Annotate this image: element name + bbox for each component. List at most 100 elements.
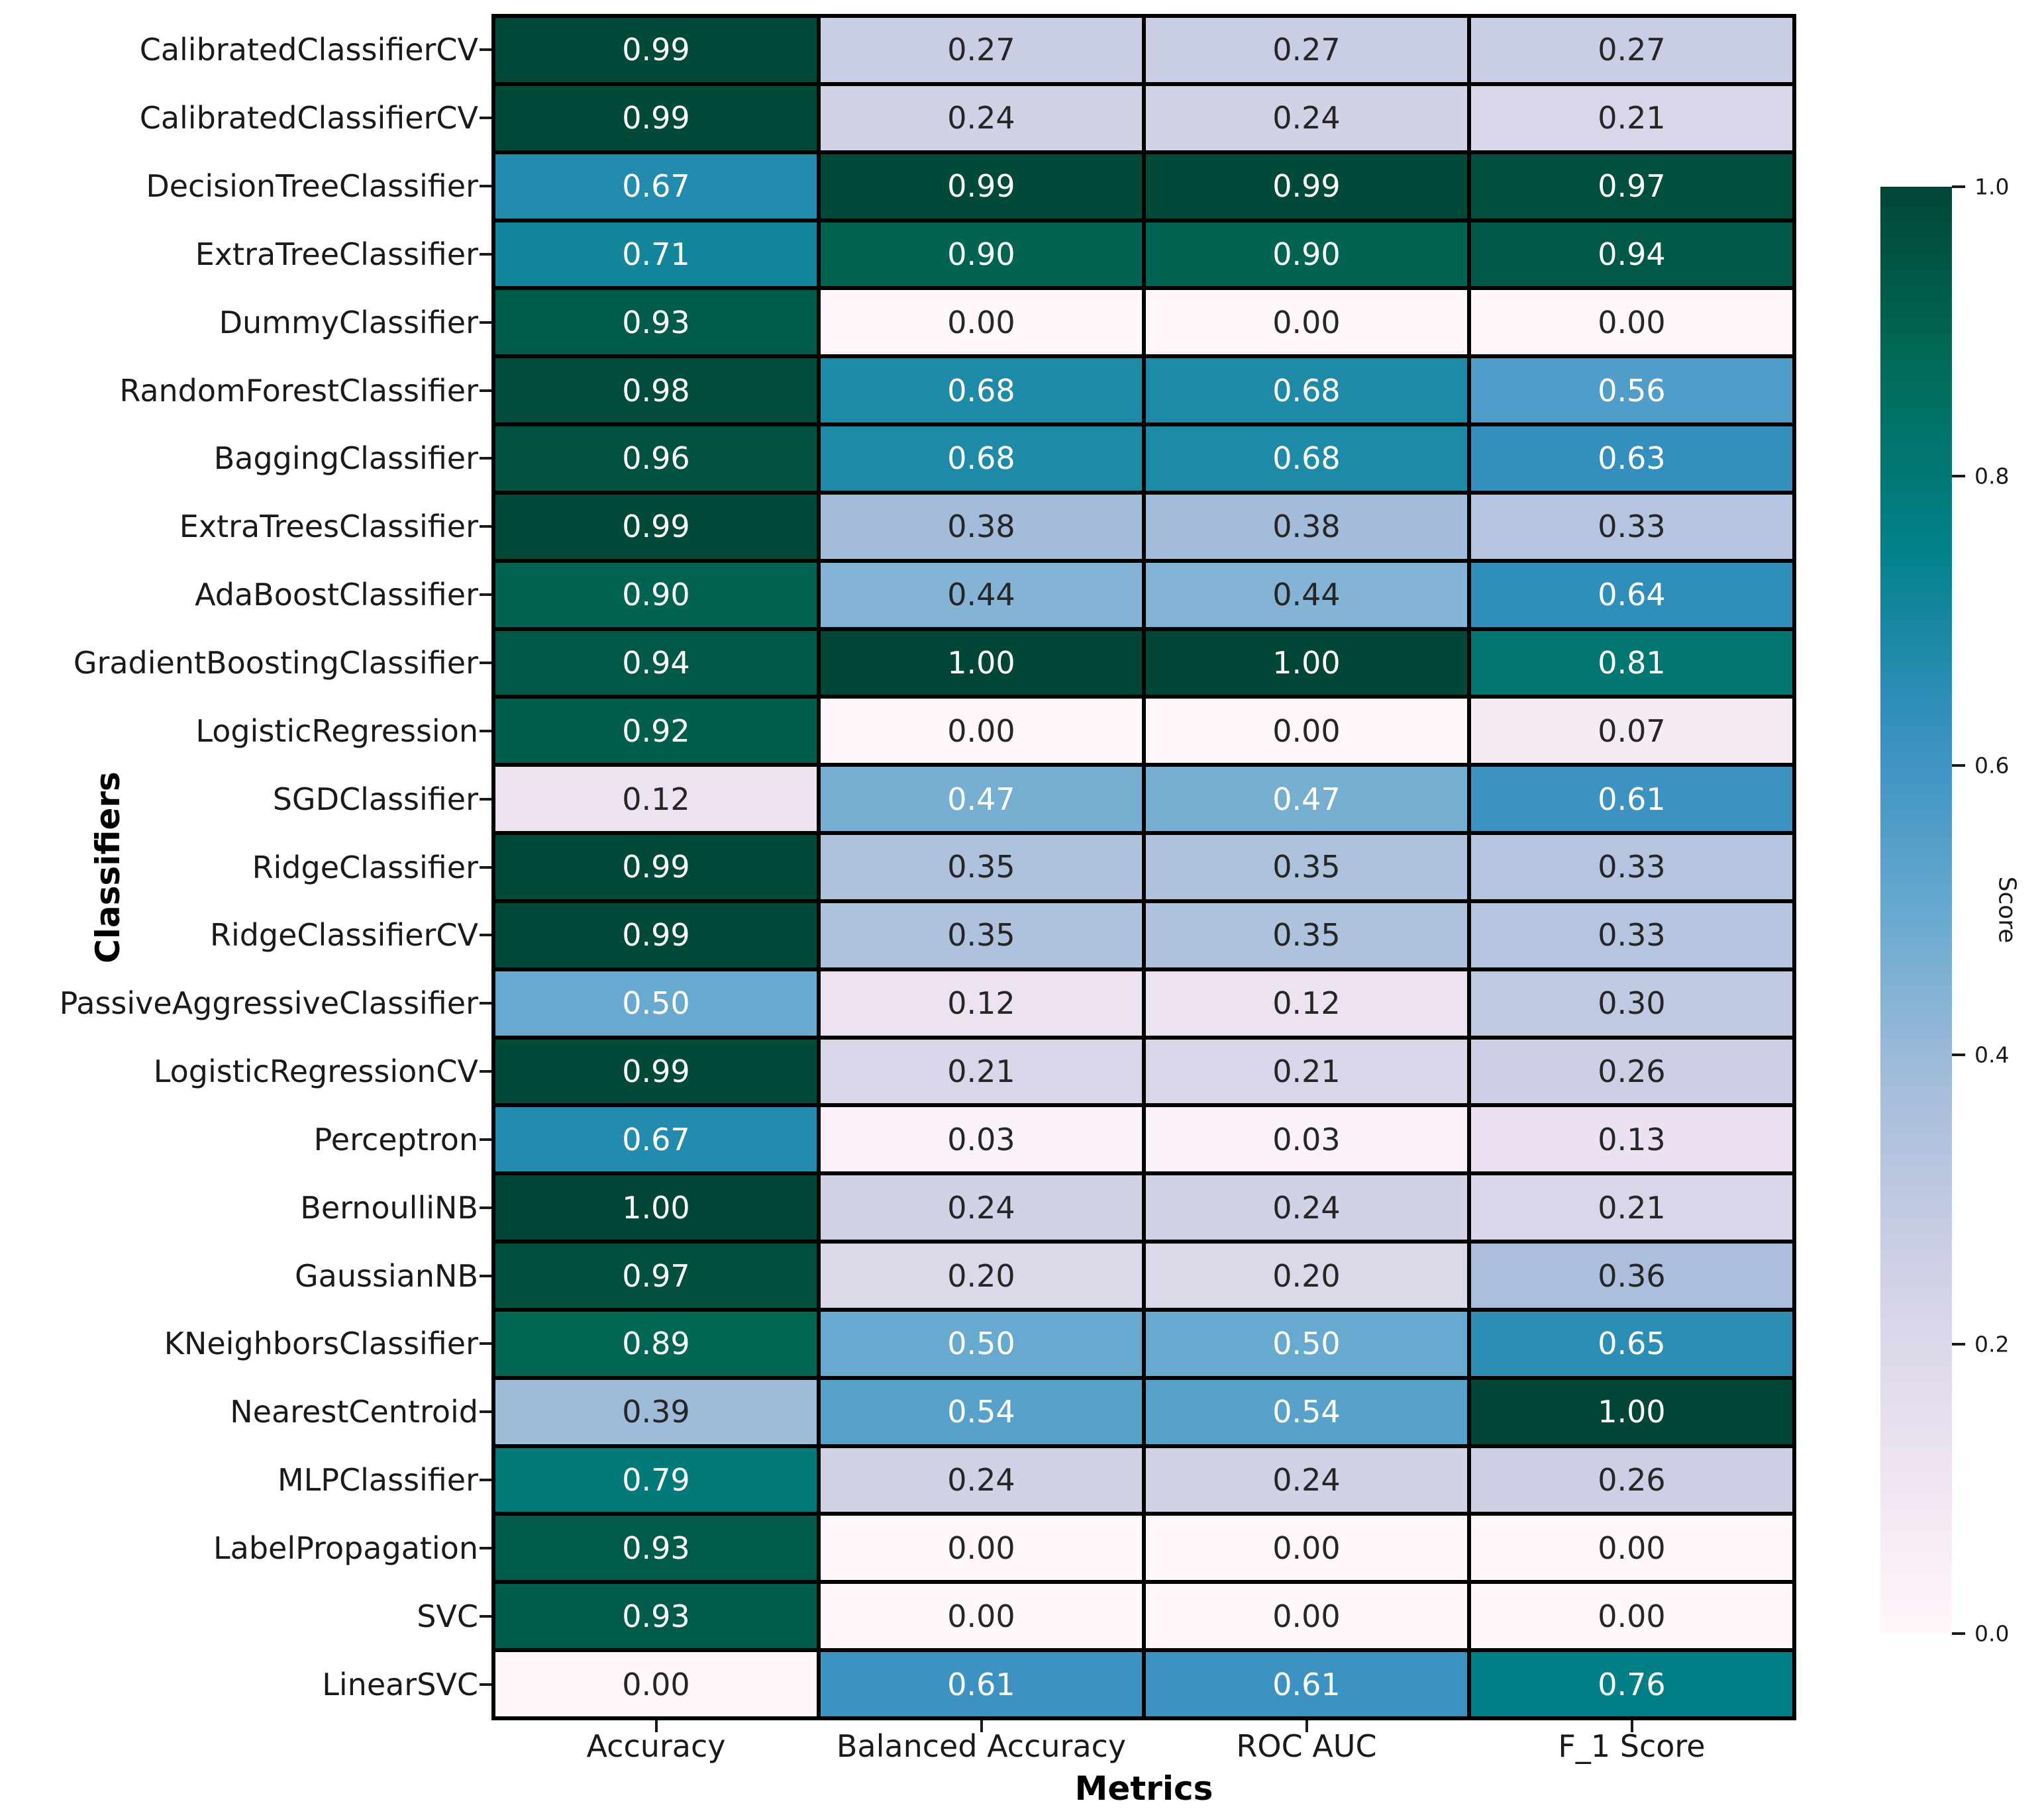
heatmap-cell: 0.68 <box>821 426 1142 491</box>
heatmap-cell: 0.12 <box>495 767 817 832</box>
heatmap-cell: 0.98 <box>495 358 817 423</box>
heatmap-cell: 0.21 <box>821 1039 1142 1104</box>
heatmap-cell: 0.94 <box>1471 222 1792 287</box>
tick-mark <box>1630 1720 1633 1732</box>
heatmap-cell: 0.71 <box>495 222 817 287</box>
colorbar-tick-label: 0.4 <box>1974 1042 2010 1068</box>
heatmap-cell: 0.00 <box>1146 290 1467 355</box>
heatmap-cell: 1.00 <box>1146 630 1467 695</box>
heatmap-cell: 0.99 <box>495 1039 817 1104</box>
colorbar-tick-mark <box>1952 1054 1965 1056</box>
y-tick-label: GradientBoostingClassifier <box>73 644 478 681</box>
heatmap-cell: 0.56 <box>1471 358 1792 423</box>
heatmap-cell: 0.97 <box>1471 154 1792 219</box>
heatmap-cell: 0.00 <box>1146 1516 1467 1581</box>
tick-mark <box>480 320 491 324</box>
tick-mark <box>654 1720 658 1732</box>
y-tick-label: LinearSVC <box>322 1666 478 1702</box>
colorbar-tick-label: 0.0 <box>1974 1620 2010 1647</box>
tick-mark <box>480 797 491 801</box>
heatmap-cell: 0.79 <box>495 1447 817 1512</box>
heatmap-cell: 0.89 <box>495 1311 817 1376</box>
heatmap-cell: 0.90 <box>821 222 1142 287</box>
y-tick-label: Perceptron <box>313 1121 478 1157</box>
heatmap-cell: 0.35 <box>821 903 1142 967</box>
tick-mark <box>480 1274 491 1277</box>
heatmap-cell: 0.99 <box>1146 154 1467 219</box>
heatmap-cell: 0.68 <box>1146 426 1467 491</box>
heatmap-cell: 0.99 <box>495 835 817 899</box>
heatmap-cell: 0.38 <box>821 494 1142 559</box>
heatmap-cell: 0.00 <box>1146 1584 1467 1649</box>
heatmap-cell: 0.00 <box>1471 290 1792 355</box>
heatmap-cell: 0.27 <box>1471 18 1792 82</box>
tick-mark <box>480 865 491 869</box>
tick-mark <box>480 729 491 732</box>
y-tick-label: CalibratedClassifierCV <box>139 100 478 136</box>
heatmap-cell: 0.20 <box>821 1244 1142 1308</box>
x-tick-label: Balanced Accuracy <box>836 1728 1127 1764</box>
heatmap-cell: 0.67 <box>495 154 817 219</box>
x-tick-label: Accuracy <box>586 1728 726 1764</box>
y-tick-label: BernoulliNB <box>300 1189 478 1226</box>
heatmap-cell: 0.54 <box>1146 1379 1467 1444</box>
heatmap-cell: 0.93 <box>495 290 817 355</box>
colorbar-tick-mark <box>1952 1632 1965 1635</box>
heatmap-cell: 1.00 <box>495 1175 817 1240</box>
x-axis-label: Metrics <box>1074 1769 1213 1808</box>
heatmap-cell: 0.35 <box>1146 903 1467 967</box>
heatmap-cell: 0.92 <box>495 699 817 763</box>
y-tick-label: SVC <box>417 1598 478 1634</box>
heatmap-cell: 0.00 <box>1471 1584 1792 1649</box>
y-tick-label: PassiveAggressiveClassifier <box>59 985 478 1022</box>
tick-mark <box>480 934 491 937</box>
colorbar-tick-label: 0.8 <box>1974 463 2010 489</box>
y-tick-label: DecisionTreeClassifier <box>146 168 478 205</box>
colorbar-tick-label: 0.2 <box>1974 1331 2010 1357</box>
heatmap-cell: 0.99 <box>821 154 1142 219</box>
tick-mark <box>480 117 491 120</box>
heatmap-cell: 0.30 <box>1471 971 1792 1036</box>
y-tick-label: ExtraTreesClassifier <box>179 509 478 545</box>
y-tick-label: LabelPropagation <box>213 1530 478 1566</box>
y-tick-label: NearestCentroid <box>230 1394 478 1430</box>
y-tick-label: CalibratedClassifierCV <box>139 32 478 68</box>
heatmap-cell: 0.27 <box>821 18 1142 82</box>
tick-mark <box>980 1720 983 1732</box>
y-tick-label: LogisticRegression <box>195 712 478 749</box>
heatmap-cell: 0.07 <box>1471 699 1792 763</box>
heatmap-cell: 0.00 <box>821 290 1142 355</box>
tick-mark <box>480 457 491 460</box>
heatmap-cell: 0.99 <box>495 903 817 967</box>
heatmap-cell: 0.50 <box>1146 1311 1467 1376</box>
y-tick-label: MLPClassifier <box>277 1462 478 1498</box>
tick-mark <box>480 1479 491 1482</box>
heatmap-cell: 0.00 <box>821 1516 1142 1581</box>
tick-mark <box>480 48 491 52</box>
heatmap-cell: 0.81 <box>1471 630 1792 695</box>
tick-mark <box>480 593 491 597</box>
heatmap-cell: 0.26 <box>1471 1039 1792 1104</box>
heatmap-cell: 0.44 <box>821 562 1142 627</box>
heatmap-cell: 0.99 <box>495 85 817 150</box>
tick-mark <box>480 1002 491 1005</box>
heatmap-cell: 0.64 <box>1471 562 1792 627</box>
y-tick-label: RandomForestClassifier <box>119 372 478 409</box>
tick-mark <box>480 1614 491 1618</box>
heatmap-cell: 0.90 <box>495 562 817 627</box>
heatmap-cell: 1.00 <box>821 630 1142 695</box>
heatmap-cell: 0.33 <box>1471 903 1792 967</box>
y-tick-label: RidgeClassifierCV <box>209 917 478 954</box>
tick-mark <box>1305 1720 1308 1732</box>
heatmap-cell: 0.24 <box>821 1175 1142 1240</box>
heatmap-cell: 0.96 <box>495 426 817 491</box>
colorbar-tick-mark <box>1952 475 1965 477</box>
colorbar-tick-mark <box>1952 764 1965 767</box>
y-tick-label: BaggingClassifier <box>213 440 478 477</box>
heatmap-cell: 0.24 <box>821 1447 1142 1512</box>
colorbar-tick-label: 1.0 <box>1974 173 2010 200</box>
heatmap-cell: 0.00 <box>821 699 1142 763</box>
heatmap-cell: 0.24 <box>821 85 1142 150</box>
heatmap-cell: 0.13 <box>1471 1107 1792 1172</box>
heatmap-grid: 0.99 0.27 0.27 0.27 0.99 0.24 0.24 0.21 0.67 0.99… <box>491 14 1796 1720</box>
